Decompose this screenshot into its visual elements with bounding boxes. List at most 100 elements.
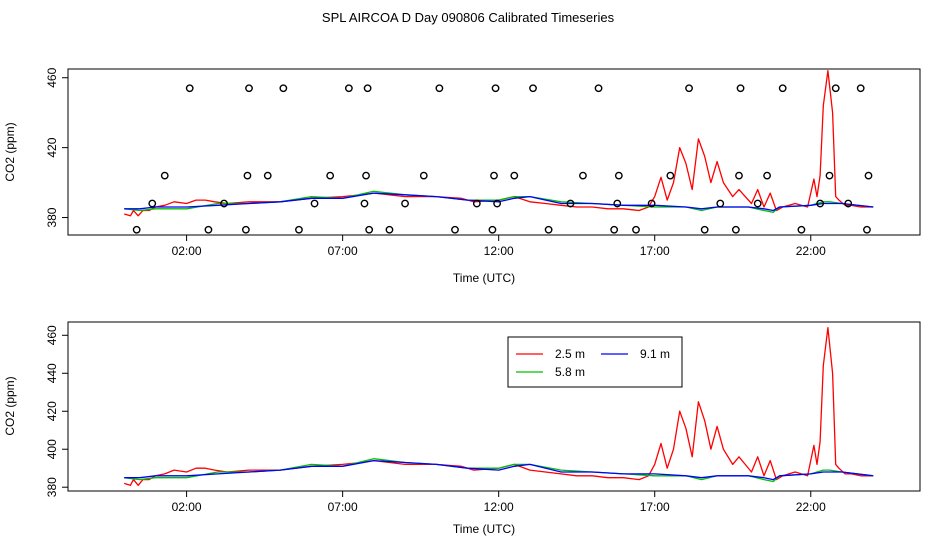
bottom-x-axis-label: Time (UTC): [453, 522, 515, 536]
legend: 2.5 m 9.1 m 5.8 m: [507, 336, 683, 388]
top-flag-point: [613, 199, 622, 208]
top-flag-point: [731, 225, 740, 234]
top-flag-point: [735, 171, 743, 180]
top-flag-point: [310, 199, 319, 208]
top-x-axis: 02:00 07:00 12:00 17:00 22:00: [172, 235, 826, 258]
top-flag-point: [160, 171, 169, 180]
top-flag-point: [344, 84, 353, 93]
top-plot-marks: [124, 70, 874, 234]
top-flag-point: [831, 84, 840, 93]
top-y-tick-label: 420: [45, 137, 59, 157]
top-flag-point: [243, 171, 252, 180]
chart-title: SPL AIRCOA D Day 090806 Calibrated Times…: [322, 10, 615, 25]
top-flag-point: [185, 84, 194, 93]
bottom-y-tick-label: 420: [45, 401, 59, 421]
top-flag-point: [614, 171, 623, 180]
top-flag-point: [579, 171, 587, 180]
top-x-tick-label: 02:00: [172, 244, 202, 258]
top-flag-point: [241, 225, 250, 234]
top-flag-point: [844, 199, 853, 208]
top-flag-point: [451, 225, 459, 234]
legend-box: [507, 336, 683, 388]
top-flag-point: [472, 199, 481, 208]
top-flag-point: [435, 84, 444, 93]
bottom-plot-frame: [67, 321, 921, 492]
top-flag-point: [647, 199, 656, 208]
top-flag-point: [863, 225, 871, 234]
top-x-tick-label: 22:00: [796, 244, 826, 258]
top-flag-point: [594, 84, 603, 93]
top-flag-point: [220, 199, 228, 208]
bottom-x-tick-label: 07:00: [328, 500, 358, 514]
legend-label-5-8m: 5.8 m: [555, 365, 585, 379]
top-flag-point: [245, 84, 253, 93]
top-panel: 02:00 07:00 12:00 17:00 22:00 380 420 460 Time…: [3, 67, 921, 285]
bottom-y-tick-label: 380: [45, 477, 59, 497]
bottom-x-tick-label: 12:00: [484, 500, 514, 514]
top-flag-point: [493, 199, 502, 208]
top-flag-point: [778, 84, 787, 93]
top-series-9-1-m-line: [124, 192, 874, 212]
top-flag-point: [610, 225, 619, 234]
top-series-2-5-m-line: [124, 70, 874, 217]
top-x-tick-label: 07:00: [328, 244, 358, 258]
bottom-y-tick-label: 440: [45, 363, 59, 383]
top-flag-point: [736, 84, 745, 93]
top-flag-point: [510, 171, 519, 180]
top-flag-point: [544, 225, 553, 234]
top-flag-point: [295, 225, 303, 234]
top-x-axis-label: Time (UTC): [453, 271, 515, 285]
top-x-tick-label: 12:00: [484, 244, 514, 258]
top-flag-point: [825, 171, 834, 180]
top-flag-point: [666, 171, 675, 180]
bottom-panel: 02:00 07:00 12:00 17:00 22:00 380 400 420 440 46…: [3, 321, 921, 536]
bottom-y-tick-label: 460: [45, 325, 59, 345]
top-y-axis-label: CO2 (ppm): [3, 122, 17, 181]
bottom-series-2-5-m-line: [124, 327, 874, 486]
top-flag-point: [279, 84, 288, 93]
bottom-x-tick-label: 02:00: [172, 500, 202, 514]
bottom-x-tick-label: 17:00: [640, 500, 670, 514]
top-flag-point: [566, 199, 575, 208]
top-flag-point: [716, 199, 725, 208]
top-flag-point: [326, 171, 335, 180]
top-flag-point: [401, 199, 409, 208]
top-flag-point: [632, 225, 640, 234]
top-flag-point: [816, 199, 825, 208]
top-flag-point: [419, 171, 428, 180]
top-flag-point: [700, 225, 709, 234]
top-y-tick-label: 380: [45, 207, 59, 227]
bottom-y-axis: 380 400 420 440 460: [45, 325, 68, 497]
bottom-x-axis: 02:00 07:00 12:00 17:00 22:00: [172, 491, 826, 514]
bottom-plot-marks: [124, 327, 874, 486]
top-flag-point: [856, 84, 865, 93]
top-y-axis: 380 420 460: [45, 67, 68, 228]
legend-label-2-5m: 2.5 m: [555, 347, 585, 361]
top-x-tick-label: 17:00: [640, 244, 670, 258]
top-flag-point: [385, 225, 394, 234]
bottom-x-tick-label: 22:00: [796, 500, 826, 514]
top-flag-point: [488, 225, 497, 234]
top-flag-point: [363, 84, 372, 93]
top-flag-point: [148, 199, 157, 208]
top-flag-point: [685, 84, 693, 93]
top-flag-point: [753, 199, 762, 208]
top-flag-point: [132, 225, 141, 234]
top-flag-point: [360, 199, 369, 208]
bottom-y-axis-label: CO2 (ppm): [3, 376, 17, 435]
top-flag-point: [263, 171, 272, 180]
top-plot-frame: [67, 68, 921, 236]
top-flag-point: [529, 84, 537, 93]
top-flag-point: [797, 225, 806, 234]
top-flag-point: [864, 171, 873, 180]
top-y-tick-label: 460: [45, 67, 59, 87]
bottom-y-tick-label: 400: [45, 439, 59, 459]
top-flag-point: [763, 171, 771, 180]
top-flag-point: [490, 171, 498, 180]
bottom-series-9-1-m-line: [124, 459, 874, 481]
legend-label-9-1m: 9.1 m: [640, 347, 670, 361]
top-flag-point: [204, 225, 213, 234]
top-flag-point: [365, 225, 374, 234]
top-flag-point: [362, 171, 370, 180]
